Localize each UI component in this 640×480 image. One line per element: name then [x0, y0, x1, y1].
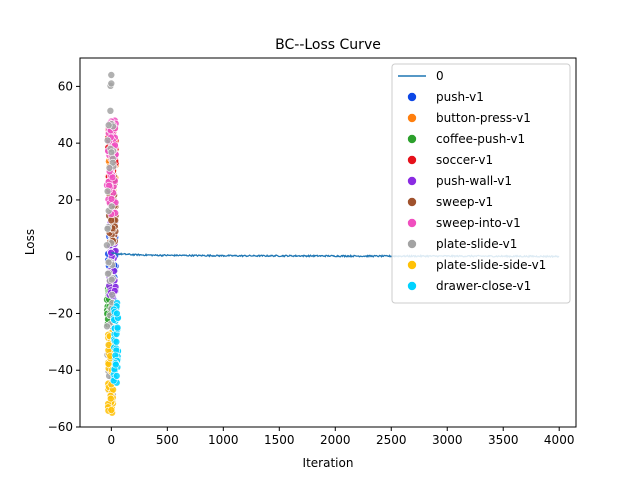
data-point — [113, 309, 121, 318]
data-point — [112, 360, 120, 369]
x-tick-label: 2500 — [376, 433, 407, 447]
legend-entry: drawer-close-v1 — [407, 279, 531, 293]
legend-entry: push-v1 — [407, 90, 484, 104]
data-point — [107, 148, 116, 157]
legend-entry: push-wall-v1 — [407, 174, 512, 188]
x-axis-label: Iteration — [303, 456, 354, 470]
x-tick-label: 1500 — [264, 433, 295, 447]
legend-label: push-wall-v1 — [436, 174, 512, 188]
data-point — [103, 241, 111, 249]
legend-label: soccer-v1 — [436, 153, 493, 167]
legend-box — [391, 63, 571, 304]
legend-label: drawer-close-v1 — [436, 279, 531, 293]
data-point — [104, 269, 112, 278]
legend-marker — [407, 197, 417, 207]
data-point — [104, 258, 113, 267]
y-tick-label: −20 — [48, 306, 73, 320]
legend-marker — [407, 218, 417, 228]
y-tick-label: 60 — [58, 79, 73, 93]
legend-entry: coffee-push-v1 — [407, 132, 525, 146]
x-tick-label: 1000 — [208, 433, 239, 447]
x-tick-label: 3500 — [488, 433, 519, 447]
legend-label: plate-slide-side-v1 — [436, 258, 546, 272]
x-tick-label: 3000 — [432, 433, 463, 447]
data-point — [107, 406, 116, 414]
legend-label: 0 — [436, 69, 444, 83]
data-point — [106, 107, 115, 115]
legend-marker — [407, 239, 417, 249]
data-point — [107, 79, 116, 88]
legend-marker — [407, 281, 417, 291]
legend: 0 push-v1 button-press-v1 coffee-push-v1 soc… — [391, 63, 571, 304]
legend-marker — [407, 155, 417, 165]
y-axis-label: Loss — [23, 229, 37, 255]
legend-label: sweep-into-v1 — [436, 216, 521, 230]
scatter-series — [109, 299, 122, 387]
chart-title: BC--Loss Curve — [275, 37, 381, 53]
y-axis: −60 −40 −20 0 20 40 60 — [48, 79, 80, 434]
y-tick-label: −40 — [48, 363, 73, 377]
legend-marker — [407, 134, 417, 144]
data-point — [107, 195, 116, 203]
legend-marker — [407, 176, 417, 186]
x-axis: 0 500 1000 1500 2000 2500 3000 3500 4000 — [108, 427, 575, 447]
x-tick-label: 500 — [156, 433, 179, 447]
legend-entry: button-press-v1 — [407, 111, 531, 125]
plot-area — [103, 71, 560, 417]
legend-entry: sweep-v1 — [407, 195, 493, 209]
legend-label: button-press-v1 — [436, 111, 531, 125]
legend-label: coffee-push-v1 — [436, 132, 525, 146]
data-point — [105, 164, 114, 172]
y-tick-label: −60 — [48, 420, 73, 434]
legend-entry: 0 — [398, 69, 444, 83]
data-point — [103, 187, 112, 196]
legend-label: plate-slide-v1 — [436, 237, 517, 251]
x-tick-label: 2000 — [320, 433, 351, 447]
data-point — [112, 337, 121, 346]
legend-label: sweep-v1 — [436, 195, 493, 209]
data-point — [107, 394, 115, 403]
data-point — [107, 71, 116, 79]
data-point — [104, 121, 113, 129]
legend-entry: plate-slide-v1 — [407, 237, 517, 251]
y-tick-label: 20 — [58, 193, 73, 207]
legend-label: push-v1 — [436, 90, 484, 104]
data-point — [113, 323, 122, 332]
legend-marker — [407, 92, 417, 102]
y-tick-label: 0 — [65, 250, 73, 264]
legend-entry: sweep-into-v1 — [407, 216, 521, 230]
legend-entry: soccer-v1 — [407, 153, 493, 167]
x-tick-label: 4000 — [544, 433, 575, 447]
x-tick-label: 0 — [108, 433, 116, 447]
legend-entry: plate-slide-side-v1 — [407, 258, 546, 272]
legend-marker — [407, 113, 417, 123]
data-point — [103, 136, 112, 145]
data-point — [107, 275, 116, 284]
data-point — [112, 372, 121, 380]
data-point — [103, 224, 112, 233]
data-point — [103, 322, 111, 331]
data-point — [108, 290, 116, 299]
data-point — [108, 202, 116, 211]
legend-marker — [407, 260, 417, 270]
y-tick-label: 40 — [58, 136, 73, 150]
axes-frame — [79, 57, 577, 428]
